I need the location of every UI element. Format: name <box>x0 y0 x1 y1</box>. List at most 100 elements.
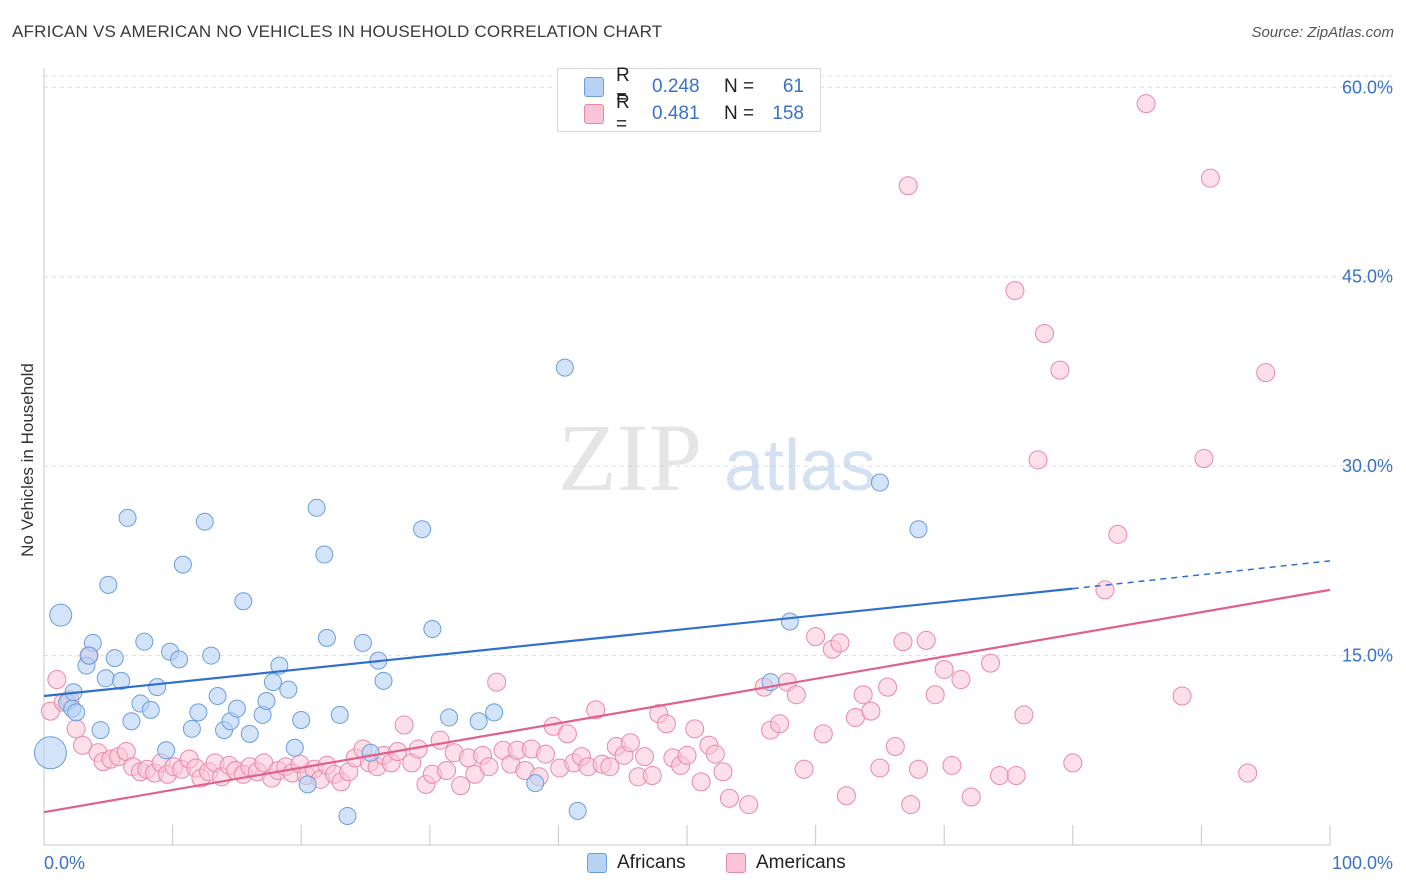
african-point <box>263 673 282 692</box>
x-tick-label: 0.0% <box>44 853 85 873</box>
african-point <box>105 649 124 668</box>
american-point <box>557 724 577 744</box>
american-point <box>916 630 936 650</box>
african-point <box>49 603 73 627</box>
african-point <box>208 686 227 705</box>
american-point <box>980 653 1000 673</box>
american-point <box>1028 450 1048 470</box>
trend-lines <box>43 560 1331 814</box>
watermark-atlas: atlas <box>724 426 876 506</box>
american-point <box>430 730 450 750</box>
african-point <box>122 712 141 731</box>
american-point <box>770 714 790 734</box>
american-point <box>942 755 962 775</box>
american-point <box>885 736 905 756</box>
african-point <box>170 650 189 669</box>
american-point <box>830 633 850 653</box>
american-point <box>1194 449 1214 469</box>
african-point <box>189 703 208 722</box>
african-point <box>469 712 488 731</box>
american-point <box>66 719 86 739</box>
american-point <box>786 685 806 705</box>
americans-legend-label: Americans <box>756 852 846 873</box>
american-point <box>451 776 471 796</box>
american-point <box>536 744 556 764</box>
african-point <box>338 806 357 825</box>
american-point <box>925 685 945 705</box>
y-tick-label: 60.0% <box>1342 77 1393 97</box>
r-label: R = <box>616 65 630 108</box>
african-point <box>182 719 201 738</box>
y-tick-label: 30.0% <box>1342 456 1393 476</box>
american-point <box>1172 686 1192 706</box>
american-point <box>934 659 954 679</box>
african-point <box>870 473 889 492</box>
african-point <box>257 692 276 711</box>
african-point <box>413 520 432 539</box>
african-point <box>285 738 304 757</box>
n-value: 61 <box>782 76 804 97</box>
american-point <box>437 760 457 780</box>
american-point <box>1063 753 1083 773</box>
african-point <box>141 700 160 719</box>
american-point <box>677 745 697 765</box>
african-point <box>909 520 928 539</box>
americans-swatch <box>584 104 604 124</box>
african-point <box>118 508 137 527</box>
american-point <box>719 788 739 808</box>
watermark-zip: ZIP <box>558 404 702 511</box>
n-label: N = <box>724 76 755 97</box>
american-point <box>586 700 606 720</box>
americans-points <box>40 94 1276 815</box>
african-point <box>112 671 131 690</box>
americans-trend-line <box>43 588 1331 814</box>
american-point <box>1006 766 1026 786</box>
american-point <box>893 632 913 652</box>
africans-trend-extension <box>1072 560 1331 590</box>
african-point <box>91 721 110 740</box>
american-point <box>901 795 921 815</box>
american-point <box>739 795 759 815</box>
american-point <box>1050 360 1070 380</box>
legend-item-africans[interactable]: Africans <box>587 852 686 874</box>
africans-legend-label: Africans <box>617 852 686 873</box>
american-point <box>853 685 873 705</box>
african-point <box>423 620 442 639</box>
african-point <box>555 358 574 377</box>
african-point <box>440 708 459 727</box>
american-point <box>635 747 655 767</box>
african-point <box>330 705 349 724</box>
african-point <box>298 775 317 794</box>
american-point <box>1095 580 1115 600</box>
african-point <box>361 743 380 762</box>
american-point <box>1005 281 1025 301</box>
american-point <box>479 757 499 777</box>
american-point <box>1238 763 1258 783</box>
r-value: 0.481 <box>652 103 700 124</box>
american-point <box>878 677 898 697</box>
american-point <box>908 759 928 779</box>
correlation-legend: R = 0.248 N = 61 R = 0.481 N = 158 <box>557 65 821 135</box>
source-label: Source: ZipAtlas.com <box>1251 24 1394 41</box>
american-point <box>794 759 814 779</box>
african-point <box>234 592 253 611</box>
legend-item-americans[interactable]: Americans <box>726 852 846 874</box>
american-point <box>620 733 640 753</box>
african-point <box>279 680 298 699</box>
african-point <box>485 703 504 722</box>
american-point <box>898 176 918 196</box>
american-point <box>691 772 711 792</box>
american-point <box>951 670 971 690</box>
legend-row-americans: R = 0.481 N = 158 <box>584 92 804 135</box>
africans-legend-swatch <box>587 853 607 873</box>
american-point <box>642 766 662 786</box>
african-point <box>96 669 115 688</box>
legend-row-africans: R = 0.248 N = 61 <box>584 65 804 108</box>
tick-labels: 15.0% 30.0% 45.0% 60.0% 0.0% 100.0% <box>44 77 1393 873</box>
american-point <box>1256 363 1276 383</box>
american-point <box>1035 324 1055 344</box>
american-point <box>813 724 833 744</box>
grid-lines <box>44 75 1392 657</box>
african-point <box>317 628 336 647</box>
chart-title: AFRICAN VS AMERICAN NO VEHICLES IN HOUSE… <box>12 22 663 41</box>
